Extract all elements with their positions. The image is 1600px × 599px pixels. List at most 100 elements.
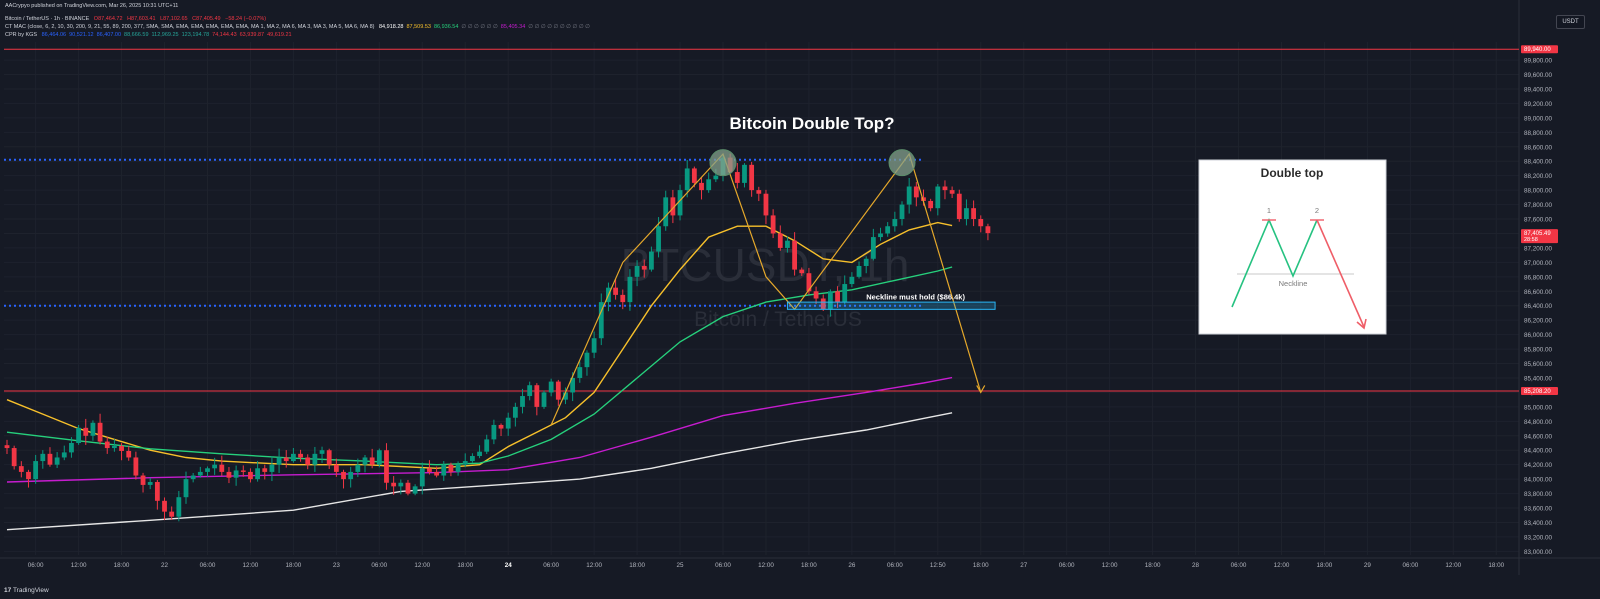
candle-body[interactable] <box>18 466 24 472</box>
candle-body[interactable] <box>40 453 46 462</box>
candle-body[interactable] <box>835 291 840 303</box>
candle-body[interactable] <box>90 422 96 436</box>
candle-body[interactable] <box>362 457 368 465</box>
candle-body[interactable] <box>276 457 282 465</box>
candle-body[interactable] <box>197 471 203 476</box>
candle-body[interactable] <box>799 269 805 274</box>
candle-body[interactable] <box>11 448 17 467</box>
candle-body[interactable] <box>763 193 769 216</box>
candle-body[interactable] <box>391 482 397 487</box>
candle-body[interactable] <box>104 441 110 449</box>
candle-body[interactable] <box>169 511 175 517</box>
candle-body[interactable] <box>61 452 67 458</box>
price-axis[interactable]: 83,000.00 83,200.00 83,400.00 83,600.00 83,8… <box>1521 45 1558 556</box>
candle-body[interactable] <box>434 471 439 476</box>
candle-body[interactable] <box>147 482 153 485</box>
candle-body[interactable] <box>563 392 568 400</box>
indicator-legend-ctmac[interactable]: CT MAC (close, 6, 2, 10, 30, 200, 9, 21,… <box>5 24 596 31</box>
candle-body[interactable] <box>477 451 482 457</box>
candle-body[interactable] <box>369 457 375 465</box>
candle-body[interactable] <box>541 392 547 407</box>
candle-body[interactable] <box>670 197 676 216</box>
candle-body[interactable] <box>398 482 404 487</box>
candle-body[interactable] <box>863 258 869 266</box>
candle-body[interactable] <box>756 190 762 194</box>
candle-body[interactable] <box>627 276 633 303</box>
candle-body[interactable] <box>706 179 712 191</box>
candle-body[interactable] <box>842 284 848 303</box>
candle-body[interactable] <box>985 226 991 234</box>
candle-body[interactable] <box>448 464 454 472</box>
candle-body[interactable] <box>298 453 303 458</box>
candle-body[interactable] <box>97 422 103 442</box>
candle-body[interactable] <box>140 475 146 485</box>
candle-body[interactable] <box>441 464 447 476</box>
candle-body[interactable] <box>405 482 411 494</box>
candle-body[interactable] <box>856 265 862 277</box>
candle-body[interactable] <box>713 175 719 180</box>
candle-body[interactable] <box>69 443 74 453</box>
candle-body[interactable] <box>878 233 883 238</box>
candle-body[interactable] <box>892 219 898 227</box>
candle-body[interactable] <box>598 302 604 339</box>
candle-body[interactable] <box>906 186 912 205</box>
candle-body[interactable] <box>928 200 934 209</box>
candle-body[interactable] <box>591 338 597 353</box>
candle-body[interactable] <box>412 486 418 494</box>
candle-body[interactable] <box>484 439 490 452</box>
candle-body[interactable] <box>54 457 60 465</box>
candle-body[interactable] <box>577 367 583 378</box>
candle-body[interactable] <box>634 265 640 277</box>
candlesticks[interactable] <box>4 153 991 522</box>
candle-body[interactable] <box>534 385 540 407</box>
candle-body[interactable] <box>462 461 468 465</box>
candle-body[interactable] <box>47 453 53 465</box>
candle-body[interactable] <box>154 482 160 501</box>
candle-body[interactable] <box>649 251 654 270</box>
candle-body[interactable] <box>785 240 790 248</box>
candle-body[interactable] <box>548 381 554 393</box>
candle-body[interactable] <box>470 456 475 462</box>
candle-body[interactable] <box>584 352 590 368</box>
candle-body[interactable] <box>520 396 525 407</box>
price-label-badge[interactable] <box>1521 229 1558 244</box>
candle-body[interactable] <box>885 226 891 234</box>
candle-body[interactable] <box>319 450 325 454</box>
candle-body[interactable] <box>176 497 182 517</box>
candle-body[interactable] <box>419 468 425 487</box>
candle-body[interactable] <box>813 291 819 299</box>
candle-body[interactable] <box>921 197 926 201</box>
candle-body[interactable] <box>978 219 984 227</box>
candle-body[interactable] <box>26 471 31 480</box>
peak-highlight-circle[interactable] <box>888 149 916 177</box>
candle-body[interactable] <box>749 164 755 191</box>
candle-body[interactable] <box>770 215 776 234</box>
candle-body[interactable] <box>341 471 346 480</box>
candle-body[interactable] <box>913 186 919 198</box>
candle-body[interactable] <box>663 197 669 227</box>
candle-body[interactable] <box>112 445 117 449</box>
candle-body[interactable] <box>355 464 361 472</box>
candle-body[interactable] <box>949 190 955 194</box>
candle-body[interactable] <box>849 276 855 285</box>
candle-body[interactable] <box>233 470 239 478</box>
pattern-drawings[interactable]: Neckline must hold ($86.4k) <box>550 149 996 426</box>
candle-body[interactable] <box>269 464 275 472</box>
candle-body[interactable] <box>248 471 253 480</box>
candle-body[interactable] <box>677 190 683 216</box>
candle-body[interactable] <box>76 427 81 444</box>
tradingview-logo[interactable]: 17 TradingView <box>4 587 49 594</box>
candle-body[interactable] <box>656 226 661 252</box>
price-label-badge[interactable] <box>1521 45 1558 54</box>
candle-body[interactable] <box>777 233 783 248</box>
candle-body[interactable] <box>971 208 976 220</box>
candle-body[interactable] <box>806 273 812 292</box>
candle-body[interactable] <box>613 287 618 295</box>
candle-body[interactable] <box>684 168 690 191</box>
time-axis[interactable]: 06:00 12:00 18:00 22 06:00 12:00 18:00 23 06:00 1… <box>28 562 1505 569</box>
candle-body[interactable] <box>183 479 189 498</box>
candle-body[interactable] <box>691 168 697 183</box>
candle-body[interactable] <box>512 406 518 418</box>
horizontal-lines[interactable] <box>4 48 1519 392</box>
